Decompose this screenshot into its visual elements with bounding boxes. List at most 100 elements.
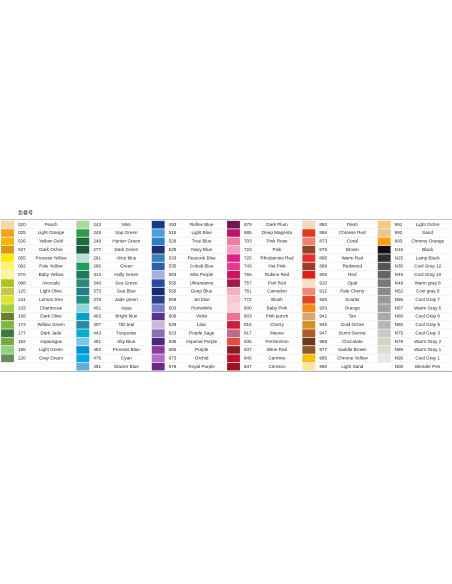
color-code: 942 bbox=[319, 314, 327, 319]
swatch bbox=[0, 254, 15, 263]
color-name: Cool gray 8 bbox=[416, 289, 440, 294]
swatch bbox=[0, 337, 15, 346]
color-code: 452 bbox=[93, 347, 101, 352]
color-code: 373 bbox=[93, 289, 101, 294]
color-name: Light Orange bbox=[38, 230, 65, 235]
color-code: 491 bbox=[93, 364, 101, 369]
swatch bbox=[226, 362, 241, 371]
color-name: Dark Plum bbox=[266, 222, 288, 227]
color-name: Navy Blue bbox=[191, 247, 212, 252]
color-column: 243 Mint 245 Sap Green 249 Hunter Green 277 Dar… bbox=[76, 220, 150, 371]
swatch bbox=[377, 362, 391, 371]
color-name: Dark Green bbox=[114, 247, 138, 252]
swatch bbox=[151, 354, 165, 363]
color-code: N49 bbox=[395, 280, 404, 285]
color-code: 676 bbox=[169, 364, 177, 369]
color-code: 192 bbox=[18, 339, 26, 344]
color-name: Red bbox=[348, 272, 357, 277]
swatch bbox=[302, 320, 316, 329]
color-code: 291 bbox=[93, 255, 101, 260]
color-code: 835 bbox=[244, 339, 252, 344]
color-code: 312 bbox=[93, 272, 101, 277]
swatch bbox=[226, 304, 241, 313]
swatch bbox=[226, 229, 241, 237]
swatch bbox=[226, 329, 241, 338]
swatch bbox=[0, 229, 15, 237]
color-code: 062 bbox=[18, 264, 26, 269]
swatch bbox=[151, 262, 165, 271]
color-code: 569 bbox=[169, 297, 177, 302]
swatch bbox=[151, 312, 165, 321]
swatch bbox=[0, 270, 15, 279]
color-code: 535 bbox=[169, 264, 177, 269]
color-name: Sea Green bbox=[115, 280, 138, 285]
color-name: Chrome Orange bbox=[411, 239, 444, 244]
color-code: 629 bbox=[169, 322, 177, 327]
swatch bbox=[377, 220, 391, 229]
color-code: 946 bbox=[319, 322, 327, 327]
color-name: Cool Gray 5 bbox=[415, 322, 440, 327]
color-code: 905 bbox=[319, 272, 327, 277]
color-name: Jet blue bbox=[194, 297, 211, 302]
color-code: 606 bbox=[169, 314, 177, 319]
color-code: N95 bbox=[395, 355, 404, 360]
color-name: Cool Gray 1 bbox=[415, 355, 440, 360]
swatch bbox=[302, 312, 316, 321]
color-code: 885 bbox=[319, 255, 327, 260]
color-name: Saddle Brown bbox=[338, 347, 367, 352]
color-code: N15 bbox=[395, 247, 404, 252]
swatch bbox=[302, 354, 316, 363]
color-name: Dark Olive bbox=[40, 314, 62, 319]
color-name: Black bbox=[422, 247, 434, 252]
swatch bbox=[226, 270, 241, 279]
swatch bbox=[377, 287, 391, 296]
color-table: 020 Peach 025 Light Orange 026 Yellow Gold 027… bbox=[0, 220, 452, 372]
color-name: Avocado bbox=[42, 280, 60, 285]
swatch bbox=[377, 279, 391, 288]
color-name: Sea Blue bbox=[117, 289, 136, 294]
swatch bbox=[151, 279, 165, 288]
swatch bbox=[151, 320, 165, 329]
swatch bbox=[377, 312, 391, 321]
swatch bbox=[76, 295, 90, 304]
color-code: 177 bbox=[18, 330, 26, 335]
color-code: N79 bbox=[395, 339, 404, 344]
color-name: Persimmon bbox=[265, 339, 289, 344]
color-code: 847 bbox=[244, 364, 252, 369]
color-name: Turquoise bbox=[116, 330, 137, 335]
color-code: 070 bbox=[18, 272, 26, 277]
color-name: Violet bbox=[196, 314, 208, 319]
color-code: 055 bbox=[18, 255, 26, 260]
color-name: Carmine bbox=[268, 355, 286, 360]
color-column: 020 Peach 025 Light Orange 026 Yellow Gold 027… bbox=[0, 220, 75, 363]
color-name: Sand bbox=[422, 230, 433, 235]
color-name: Deep Magenta bbox=[262, 230, 293, 235]
color-code: 243 bbox=[93, 222, 101, 227]
swatch bbox=[377, 254, 391, 263]
color-name: Aqua bbox=[121, 305, 132, 310]
color-code: 910 bbox=[319, 280, 327, 285]
color-code: 407 bbox=[93, 322, 101, 327]
swatch bbox=[0, 320, 15, 329]
color-name: Imperial Purple bbox=[186, 339, 217, 344]
color-code: 529 bbox=[169, 247, 177, 252]
swatch bbox=[76, 229, 90, 237]
swatch bbox=[0, 262, 15, 271]
color-code: 158 bbox=[18, 314, 26, 319]
color-name: Scarlet bbox=[345, 297, 360, 302]
color-name: Glacier Blue bbox=[114, 364, 139, 369]
color-code: 220 bbox=[18, 355, 26, 360]
color-name: Mist Purple bbox=[190, 272, 213, 277]
color-code: N25 bbox=[395, 255, 404, 260]
color-name: Baby Yellow bbox=[39, 272, 64, 277]
color-name: Asparagus bbox=[40, 339, 63, 344]
color-code: 443 bbox=[93, 330, 101, 335]
swatch bbox=[0, 220, 15, 229]
color-code: 565 bbox=[169, 289, 177, 294]
color-name: Gold Ochre bbox=[341, 322, 365, 327]
color-name: Green bbox=[120, 264, 133, 269]
color-code: 912 bbox=[319, 289, 327, 294]
color-code: 131 bbox=[18, 297, 26, 302]
color-name: Blender Pen bbox=[415, 364, 441, 369]
